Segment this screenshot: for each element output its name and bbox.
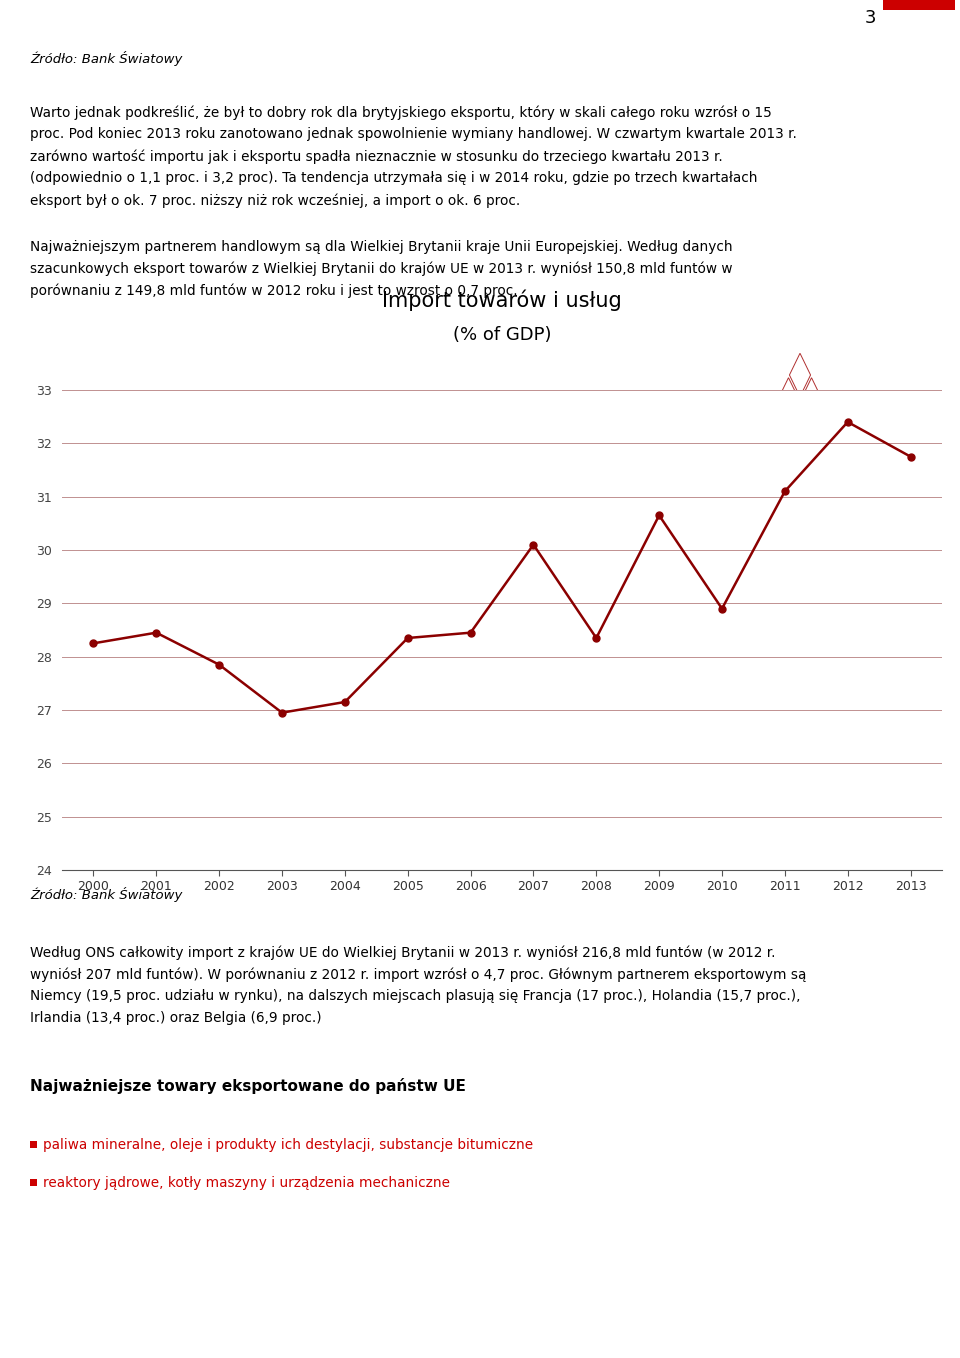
Text: (odpowiednio o 1,1 proc. i 3,2 proc). Ta tendencja utrzymała się i w 2014 roku, : (odpowiednio o 1,1 proc. i 3,2 proc). Ta…: [30, 171, 757, 185]
Text: Źródło: Bank Światowy: Źródło: Bank Światowy: [30, 50, 182, 65]
Text: Import towarów i usług: Import towarów i usług: [382, 289, 622, 311]
Text: 3: 3: [864, 10, 876, 27]
Text: szacunkowych eksport towarów z Wielkiej Brytanii do krajów UE w 2013 r. wyniósł : szacunkowych eksport towarów z Wielkiej …: [30, 262, 732, 277]
Text: Najważniejsze towary eksportowane do państw UE: Najważniejsze towary eksportowane do pań…: [30, 1078, 466, 1095]
Text: porównaniu z 149,8 mld funtów w 2012 roku i jest to wzrost o 0,7 proc.: porównaniu z 149,8 mld funtów w 2012 rok…: [30, 284, 517, 299]
Text: Irlandia (13,4 proc.) oraz Belgia (6,9 proc.): Irlandia (13,4 proc.) oraz Belgia (6,9 p…: [30, 1010, 322, 1025]
Text: eksport był o ok. 7 proc. niższy niż rok wcześniej, a import o ok. 6 proc.: eksport był o ok. 7 proc. niższy niż rok…: [30, 193, 520, 208]
Text: Najważniejszym partnerem handlowym są dla Wielkiej Brytanii kraje Unii Europejsk: Najważniejszym partnerem handlowym są dl…: [30, 240, 732, 254]
Bar: [883, 0, 955, 10]
Text: Niemcy (19,5 proc. udziału w rynku), na dalszych miejscach plasują się Francja (: Niemcy (19,5 proc. udziału w rynku), na …: [30, 989, 801, 1004]
Text: proc. Pod koniec 2013 roku zanotowano jednak spowolnienie wymiany handlowej. W c: proc. Pod koniec 2013 roku zanotowano je…: [30, 128, 797, 141]
Text: (% of GDP): (% of GDP): [453, 326, 551, 344]
Bar: [30, 1179, 37, 1186]
Text: wyniósł 207 mld funtów). W porównaniu z 2012 r. import wzrósł o 4,7 proc. Główny: wyniósł 207 mld funtów). W porównaniu z …: [30, 967, 806, 982]
Text: paliwa mineralne, oleje i produkty ich destylacji, substancje bitumiczne: paliwa mineralne, oleje i produkty ich d…: [43, 1138, 533, 1152]
Text: zarówno wartość importu jak i eksportu spadła nieznacznie w stosunku do trzecieg: zarówno wartość importu jak i eksportu s…: [30, 149, 723, 163]
Bar: [30, 1141, 37, 1148]
Text: reaktory jądrowe, kotły maszyny i urządzenia mechaniczne: reaktory jądrowe, kotły maszyny i urządz…: [43, 1176, 450, 1190]
Text: Według ONS całkowity import z krajów UE do Wielkiej Brytanii w 2013 r. wyniósł 2: Według ONS całkowity import z krajów UE …: [30, 945, 776, 960]
Text: Źródło: Bank Światowy: Źródło: Bank Światowy: [30, 888, 182, 903]
Text: Warto jednak podkreślić, że był to dobry rok dla brytyjskiego eksportu, który w : Warto jednak podkreślić, że był to dobry…: [30, 105, 772, 120]
